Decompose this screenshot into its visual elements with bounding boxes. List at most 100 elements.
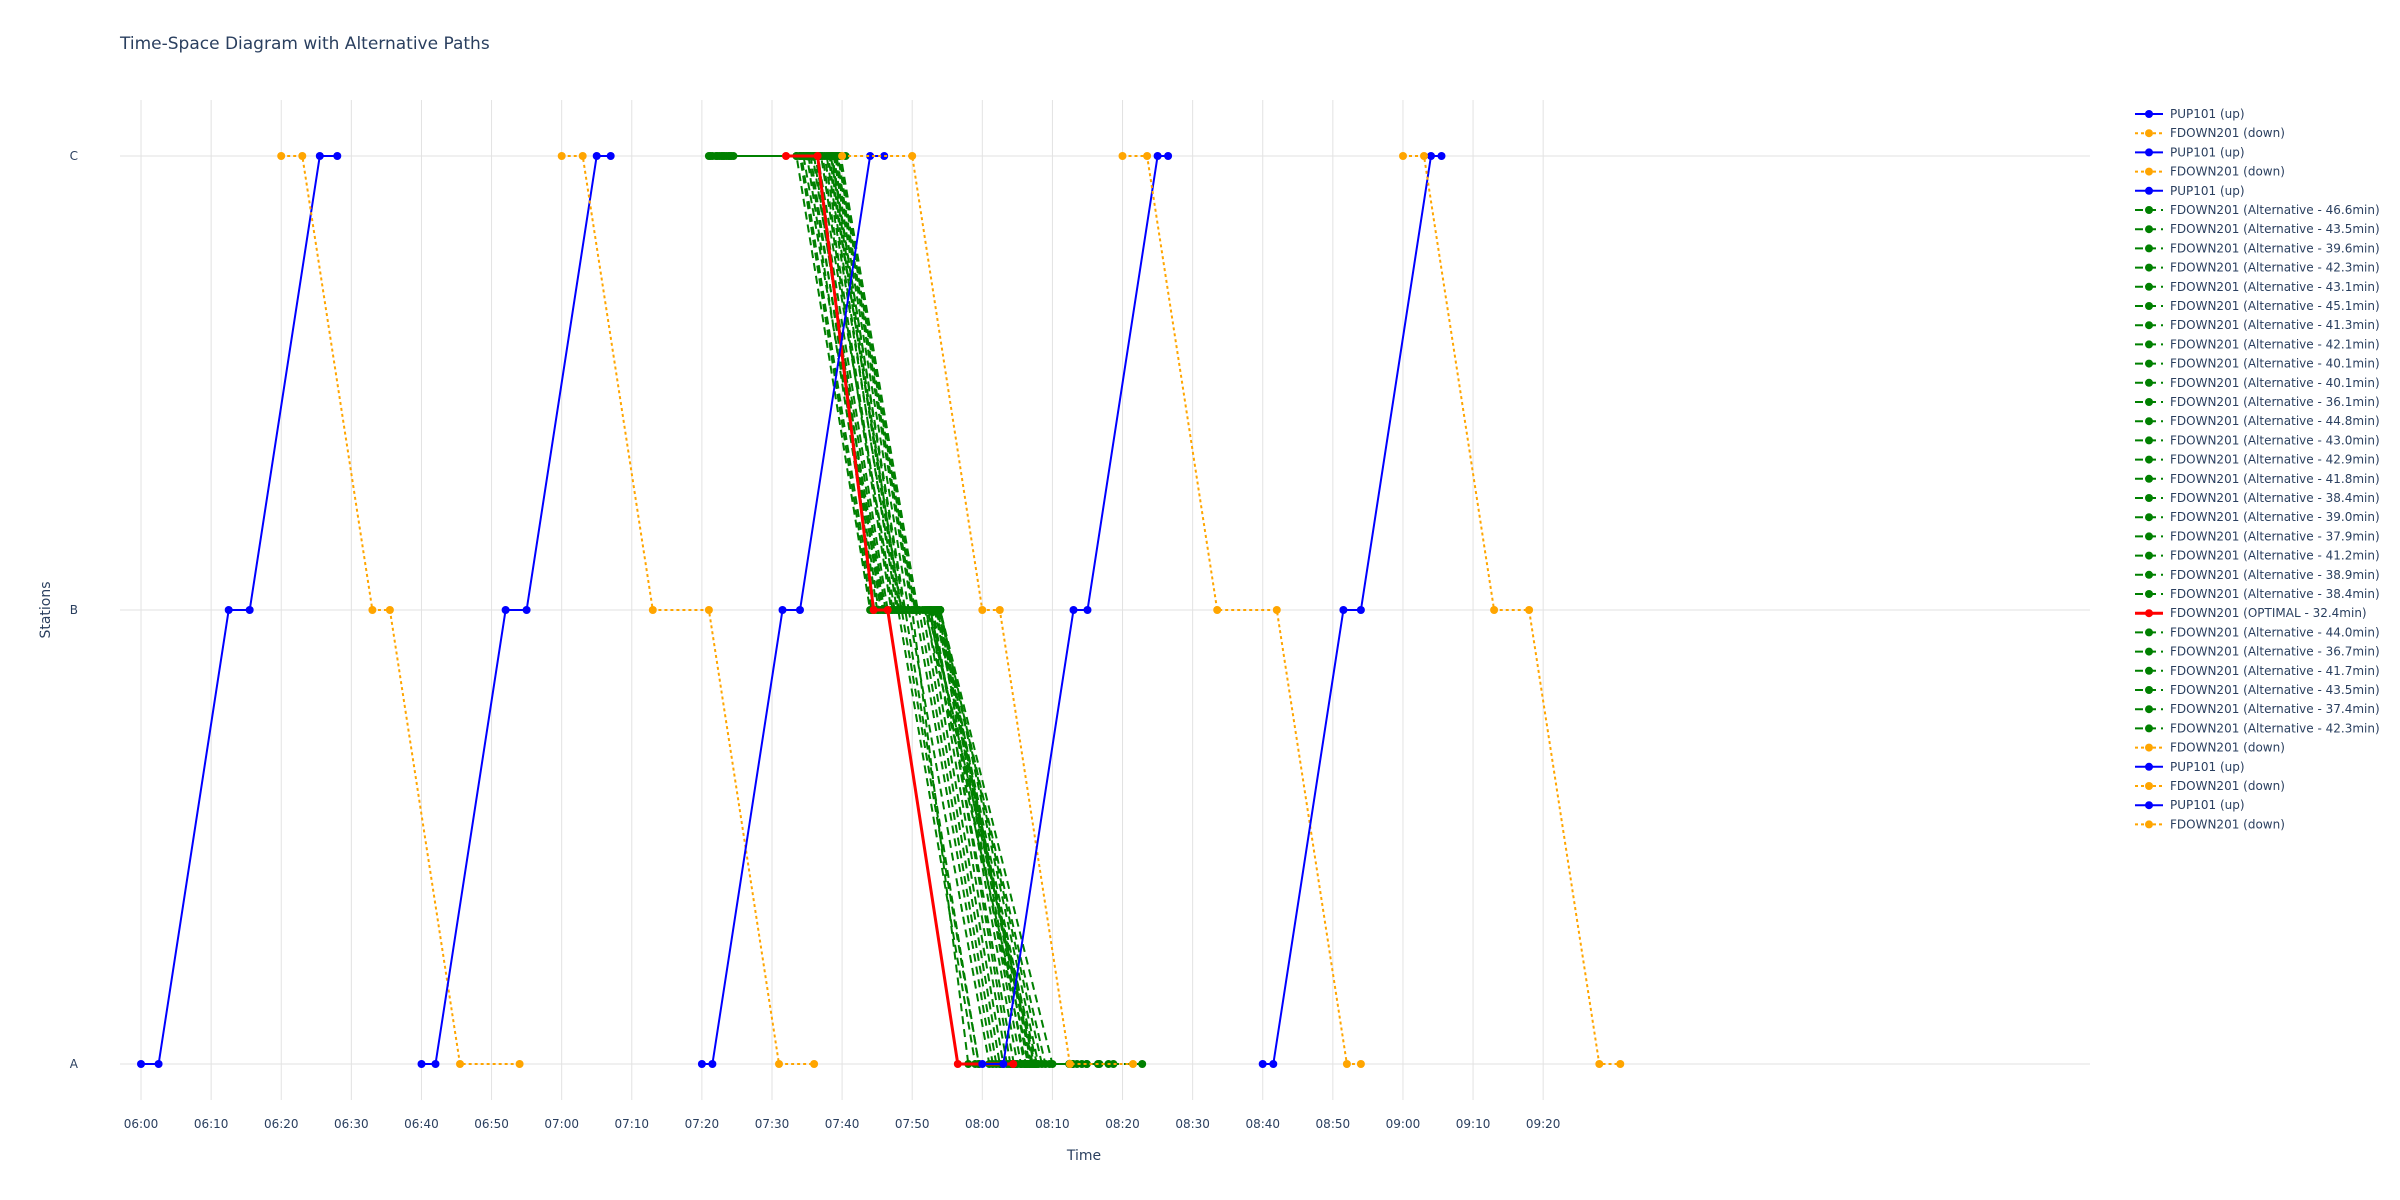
legend-item[interactable]: FDOWN201 (Alternative - 46.6min) (2135, 203, 2380, 217)
legend-label: FDOWN201 (Alternative - 41.7min) (2170, 664, 2380, 678)
legend-item[interactable]: FDOWN201 (Alternative - 36.1min) (2135, 395, 2380, 409)
data-point (606, 152, 615, 160)
series-up-34[interactable] (978, 152, 1173, 1068)
legend-item[interactable]: FDOWN201 (Alternative - 40.1min) (2135, 357, 2380, 371)
series-line (1122, 155, 1361, 1065)
legend-item[interactable]: FDOWN201 (Alternative - 41.8min) (2135, 472, 2380, 486)
legend-item[interactable]: PUP101 (up) (2135, 145, 2245, 159)
legend-swatch-marker (2145, 455, 2153, 464)
series-optimal-26[interactable] (782, 152, 1018, 1068)
legend-item[interactable]: FDOWN201 (Alternative - 41.7min) (2135, 664, 2380, 678)
legend-swatch-marker (2145, 225, 2153, 234)
series-line (842, 155, 1133, 1065)
legend-swatch-marker (2145, 340, 2153, 349)
legend-label: FDOWN201 (Alternative - 44.0min) (2170, 625, 2380, 639)
data-point (224, 606, 233, 614)
legend-item[interactable]: FDOWN201 (Alternative - 42.9min) (2135, 453, 2380, 467)
series-up-0[interactable] (137, 152, 342, 1068)
legend-item[interactable]: FDOWN201 (down) (2135, 779, 2285, 793)
series-down-37[interactable] (1399, 152, 1625, 1068)
legend-item[interactable]: FDOWN201 (Alternative - 38.4min) (2135, 491, 2380, 505)
legend-item[interactable]: FDOWN201 (Alternative - 36.7min) (2135, 645, 2380, 659)
legend-label: PUP101 (up) (2170, 145, 2245, 159)
legend-item[interactable]: PUP101 (up) (2135, 107, 2245, 121)
legend-item[interactable]: FDOWN201 (down) (2135, 126, 2285, 140)
x-tick-label: 06:10 (194, 1117, 229, 1131)
legend-item[interactable]: FDOWN201 (Alternative - 39.0min) (2135, 510, 2380, 524)
data-point (999, 1060, 1008, 1068)
legend-item[interactable]: FDOWN201 (Alternative - 43.1min) (2135, 280, 2380, 294)
legend-item[interactable]: FDOWN201 (Alternative - 43.0min) (2135, 433, 2380, 447)
data-point (1083, 606, 1092, 614)
data-point (578, 152, 587, 160)
series-down-3[interactable] (557, 152, 819, 1068)
legend-swatch-marker (2145, 724, 2153, 733)
series-up-36[interactable] (1258, 152, 1446, 1068)
legend-item[interactable]: FDOWN201 (Alternative - 41.3min) (2135, 318, 2380, 332)
legend-label: FDOWN201 (Alternative - 41.8min) (2170, 472, 2380, 486)
legend-label: FDOWN201 (Alternative - 39.6min) (2170, 241, 2380, 255)
legend-item[interactable]: PUP101 (up) (2135, 760, 2245, 774)
data-point (368, 606, 377, 614)
x-tick-label: 07:20 (685, 1117, 720, 1131)
data-point (1164, 152, 1173, 160)
legend-swatch-marker (2145, 302, 2153, 310)
gridlines (120, 100, 2090, 1100)
legend-item[interactable]: FDOWN201 (Alternative - 39.6min) (2135, 241, 2380, 255)
legend-label: FDOWN201 (Alternative - 43.1min) (2170, 280, 2380, 294)
legend-label: FDOWN201 (Alternative - 45.1min) (2170, 299, 2380, 313)
legend-item[interactable]: FDOWN201 (Alternative - 40.1min) (2135, 376, 2380, 390)
legend-swatch-marker (2145, 359, 2153, 368)
legend-item[interactable]: FDOWN201 (down) (2135, 741, 2285, 755)
data-point (1030, 1060, 1039, 1068)
legend-item[interactable]: FDOWN201 (Alternative - 38.9min) (2135, 568, 2380, 582)
data-point (315, 152, 324, 160)
data-point (1118, 152, 1127, 160)
data-point (1269, 1060, 1278, 1068)
y-tick-label: C (70, 149, 78, 163)
legend-item[interactable]: FDOWN201 (Alternative - 43.5min) (2135, 222, 2380, 236)
series-down-33[interactable] (838, 152, 1137, 1068)
legend-item[interactable]: PUP101 (up) (2135, 798, 2245, 812)
legend-item[interactable]: FDOWN201 (Alternative - 37.4min) (2135, 702, 2380, 716)
data-point (1595, 1060, 1604, 1068)
legend[interactable]: PUP101 (up) FDOWN201 (down) PUP101 (up) FDO… (2135, 107, 2380, 831)
legend-item[interactable]: FDOWN201 (Alternative - 44.0min) (2135, 625, 2380, 639)
data-point (417, 1060, 426, 1068)
legend-item[interactable]: FDOWN201 (Alternative - 38.4min) (2135, 587, 2380, 601)
legend-item[interactable]: FDOWN201 (Alternative - 42.3min) (2135, 721, 2380, 735)
legend-item[interactable]: FDOWN201 (Alternative - 41.2min) (2135, 549, 2380, 563)
legend-swatch-marker (2145, 762, 2153, 771)
legend-label: FDOWN201 (Alternative - 44.8min) (2170, 414, 2380, 428)
legend-item[interactable]: FDOWN201 (Alternative - 43.5min) (2135, 683, 2380, 697)
y-axis-title: Stations (38, 581, 54, 638)
data-point (501, 606, 510, 614)
legend-swatch-marker (2145, 801, 2153, 810)
data-point (778, 606, 787, 614)
series-down-35[interactable] (1118, 152, 1365, 1068)
legend-item[interactable]: FDOWN201 (Alternative - 45.1min) (2135, 299, 2380, 313)
legend-item[interactable]: FDOWN201 (Alternative - 42.1min) (2135, 337, 2380, 351)
legend-swatch-marker (2145, 244, 2153, 253)
legend-item[interactable]: PUP101 (up) (2135, 184, 2245, 198)
legend-swatch-marker (2145, 378, 2153, 387)
series-down-1[interactable] (277, 152, 524, 1068)
legend-item[interactable]: FDOWN201 (down) (2135, 165, 2285, 179)
legend-item[interactable]: FDOWN201 (Alternative - 37.9min) (2135, 529, 2380, 543)
x-tick-label: 09:10 (1456, 1117, 1491, 1131)
legend-item[interactable]: FDOWN201 (down) (2135, 817, 2285, 831)
legend-label: PUP101 (up) (2170, 107, 2245, 121)
legend-item[interactable]: FDOWN201 (Alternative - 44.8min) (2135, 414, 2380, 428)
legend-item[interactable]: FDOWN201 (Alternative - 42.3min) (2135, 261, 2380, 275)
legend-swatch-marker (2145, 436, 2153, 445)
legend-label: FDOWN201 (OPTIMAL - 32.4min) (2170, 606, 2367, 620)
data-point (1356, 606, 1365, 614)
series-up-2[interactable] (417, 152, 615, 1068)
x-tick-label: 08:40 (1245, 1117, 1280, 1131)
data-point (277, 152, 286, 160)
data-point (1009, 1060, 1018, 1068)
data-point (1427, 152, 1435, 160)
legend-item[interactable]: FDOWN201 (OPTIMAL - 32.4min) (2135, 606, 2367, 620)
data-point (1342, 1060, 1351, 1068)
x-tick-label: 09:00 (1386, 1117, 1421, 1131)
